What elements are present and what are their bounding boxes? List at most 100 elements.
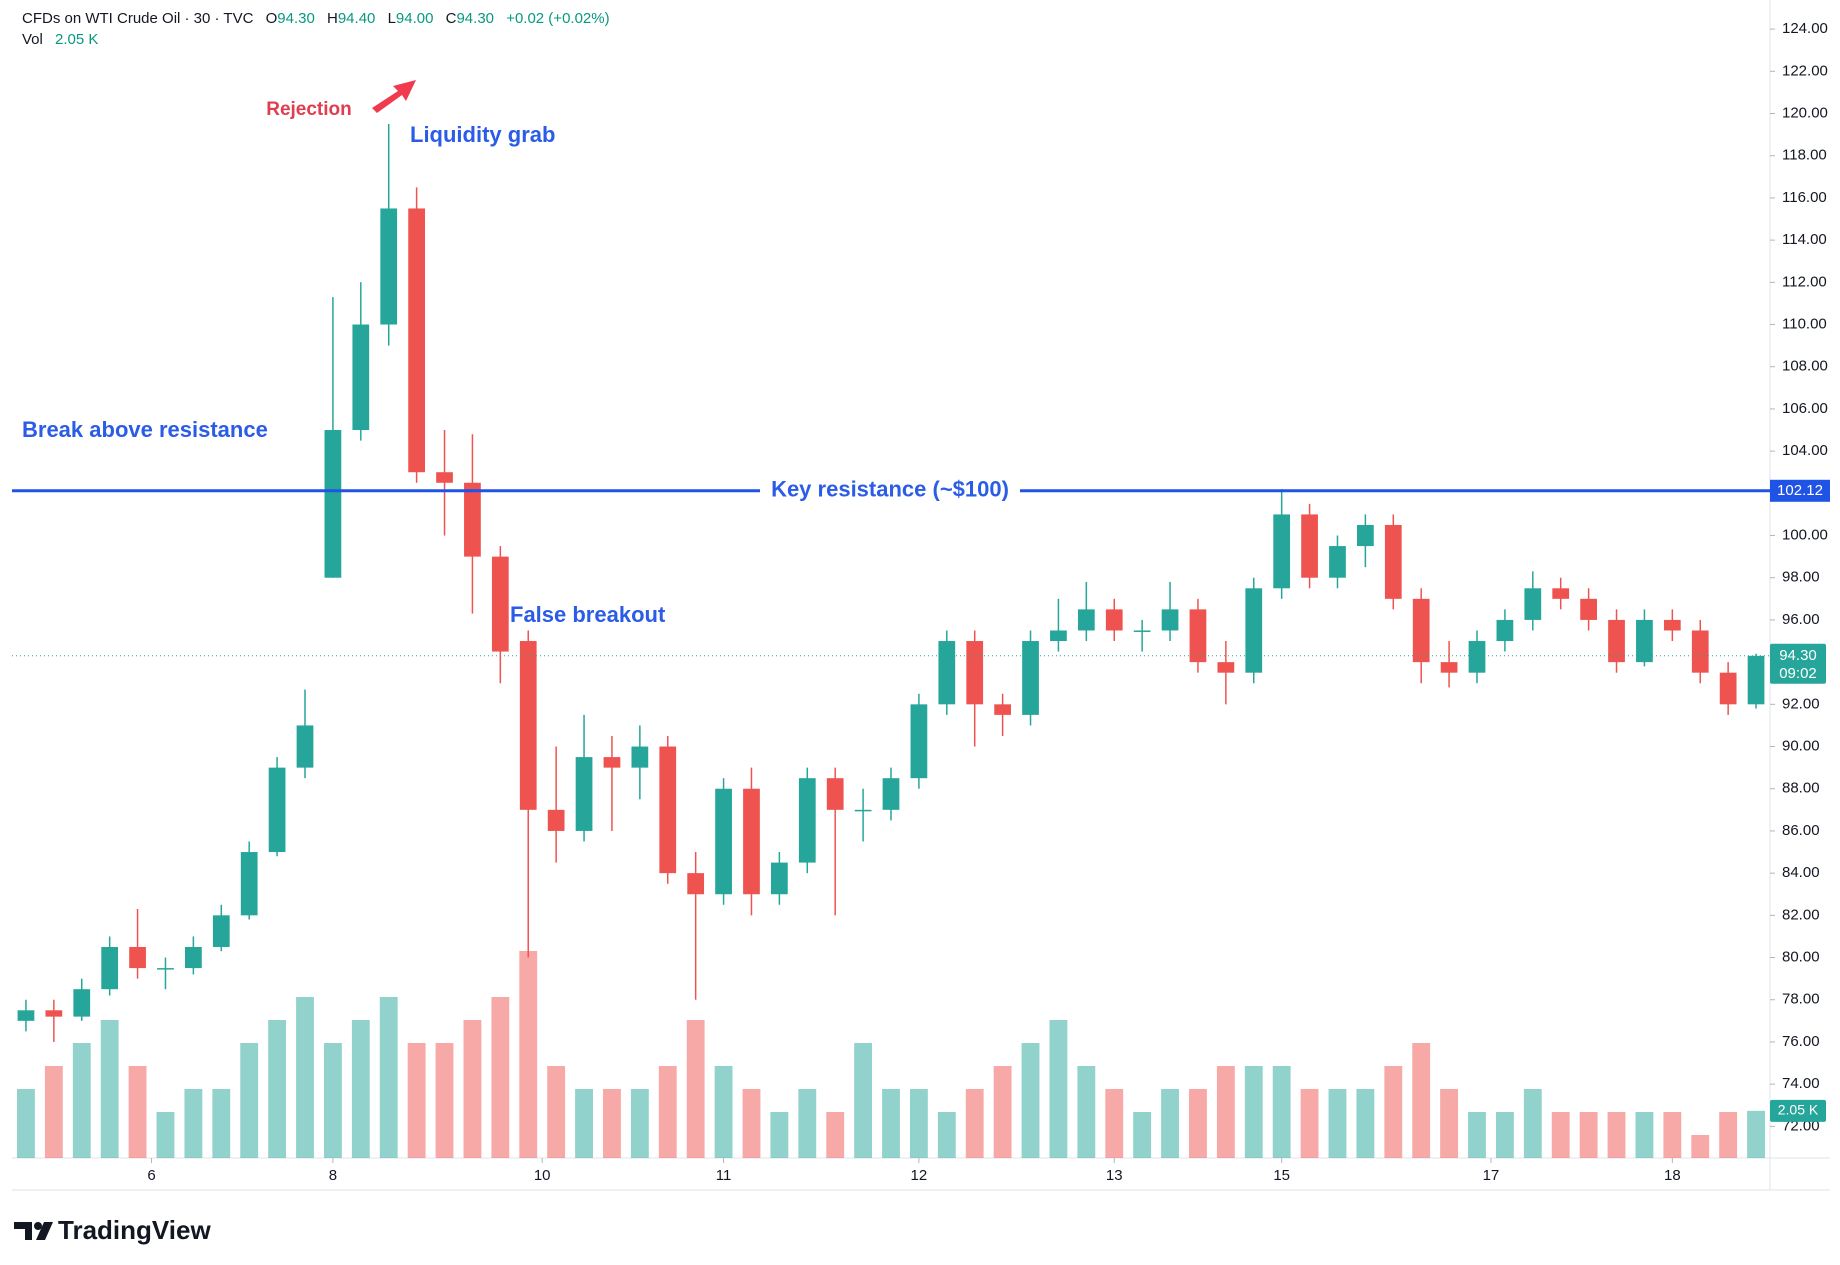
candle-body <box>1161 609 1179 631</box>
volume-bar <box>240 1043 259 1158</box>
volume-bar <box>575 1089 593 1158</box>
volume-bar <box>184 1089 203 1158</box>
volume-bar <box>1300 1089 1319 1158</box>
candle-body <box>1384 524 1402 599</box>
change: +0.02 (+0.02%) <box>506 10 609 27</box>
candle-body <box>1412 598 1430 663</box>
candle-body <box>547 809 565 831</box>
price-badge-label: 102.12 <box>1777 482 1823 499</box>
candle-body <box>1608 619 1625 663</box>
candle-body <box>212 915 230 947</box>
volume-bar <box>1356 1089 1375 1158</box>
annotation: False breakout <box>510 602 666 627</box>
candle-body <box>324 430 342 578</box>
candle-body <box>408 208 425 473</box>
y-tick-label: 84.00 <box>1782 864 1820 881</box>
candle-body <box>157 968 174 970</box>
candle-body <box>1636 619 1653 663</box>
volume-bar <box>72 1043 91 1158</box>
x-tick-label: 12 <box>911 1167 928 1184</box>
candle-body <box>1663 619 1681 631</box>
candle-body <box>1217 662 1235 673</box>
candle-body <box>185 946 202 969</box>
volume-bar <box>268 1020 287 1158</box>
volume-bar <box>44 1066 63 1158</box>
logo-icon <box>34 1222 42 1230</box>
candle-body <box>575 757 593 831</box>
ohlc-key: C <box>446 10 457 27</box>
arrow <box>372 80 416 113</box>
candle-body <box>1050 630 1067 642</box>
volume-bar <box>212 1089 231 1158</box>
candle-body <box>1329 546 1346 578</box>
volume-bar <box>826 1112 845 1158</box>
y-tick-label: 90.00 <box>1782 738 1820 755</box>
volume-bar <box>323 1043 342 1158</box>
candle-body <box>687 873 705 895</box>
x-tick-label: 8 <box>329 1167 337 1184</box>
candle-body <box>1440 662 1458 673</box>
volume-bar <box>1272 1066 1291 1158</box>
volume-bar <box>686 1020 705 1158</box>
volume-bar <box>1468 1112 1486 1158</box>
candle-body <box>1691 630 1709 673</box>
volume-bar <box>1747 1110 1765 1158</box>
logo-text: TradingView <box>58 1215 211 1245</box>
volume-bar <box>798 1089 817 1158</box>
volume-bar <box>1384 1066 1403 1158</box>
candle-body <box>1468 641 1486 673</box>
candle-body <box>240 852 258 916</box>
candle-body <box>1747 655 1765 705</box>
logo-icon <box>36 1222 53 1240</box>
y-tick-label: 80.00 <box>1782 949 1820 966</box>
candle-body <box>1133 630 1151 632</box>
x-tick-label: 15 <box>1273 1167 1290 1184</box>
volume-bar <box>1105 1089 1124 1158</box>
x-tick-label: 17 <box>1483 1167 1500 1184</box>
candle-body <box>603 757 621 768</box>
volume-bar <box>1719 1112 1738 1158</box>
volume-value: 2.05 K <box>55 31 98 48</box>
y-tick-label: 100.00 <box>1782 526 1828 543</box>
candle-body <box>966 641 984 705</box>
last-price-label: 94.30 <box>1779 647 1817 664</box>
ohlc-value: 94.40 <box>338 10 376 27</box>
volume-bar <box>547 1066 566 1158</box>
volume-bar <box>630 1089 649 1158</box>
y-tick-label: 98.00 <box>1782 569 1820 586</box>
volume-bar <box>435 1043 454 1158</box>
volume-bar <box>17 1089 35 1158</box>
candle-body <box>101 946 119 990</box>
volume-legend: Vol 2.05 K <box>22 31 98 48</box>
volume-bar <box>1216 1066 1235 1158</box>
y-tick-label: 76.00 <box>1782 1033 1820 1050</box>
volume-bar <box>658 1066 677 1158</box>
candle-body <box>1105 609 1123 631</box>
candle-body <box>1719 672 1737 705</box>
volume-bar <box>1440 1089 1459 1158</box>
volume-bar <box>1412 1043 1431 1158</box>
candle-body <box>882 778 900 810</box>
candle-body <box>464 482 481 557</box>
volume-bar <box>1161 1089 1179 1158</box>
y-tick-label: 108.00 <box>1782 358 1828 375</box>
x-tick-label: 10 <box>534 1167 551 1184</box>
resistance-label-bg <box>760 474 1020 507</box>
volume-bar <box>1579 1112 1598 1158</box>
volume-bar <box>1523 1089 1542 1158</box>
candle-body <box>296 725 314 768</box>
volume-bar <box>351 1020 370 1158</box>
volume-bar <box>965 1089 984 1158</box>
candle-body <box>1022 641 1039 715</box>
volume-bar <box>463 1020 482 1158</box>
y-tick-label: 106.00 <box>1782 400 1828 417</box>
candle-body <box>17 1010 35 1021</box>
y-tick-label: 88.00 <box>1782 780 1820 797</box>
candle-body <box>715 788 732 895</box>
volume-bar <box>1635 1112 1654 1158</box>
volume-bar <box>100 1020 119 1158</box>
candle-body <box>519 641 537 810</box>
candle-body <box>938 641 956 705</box>
volume-bar <box>128 1066 147 1158</box>
candle-body <box>45 1010 63 1017</box>
